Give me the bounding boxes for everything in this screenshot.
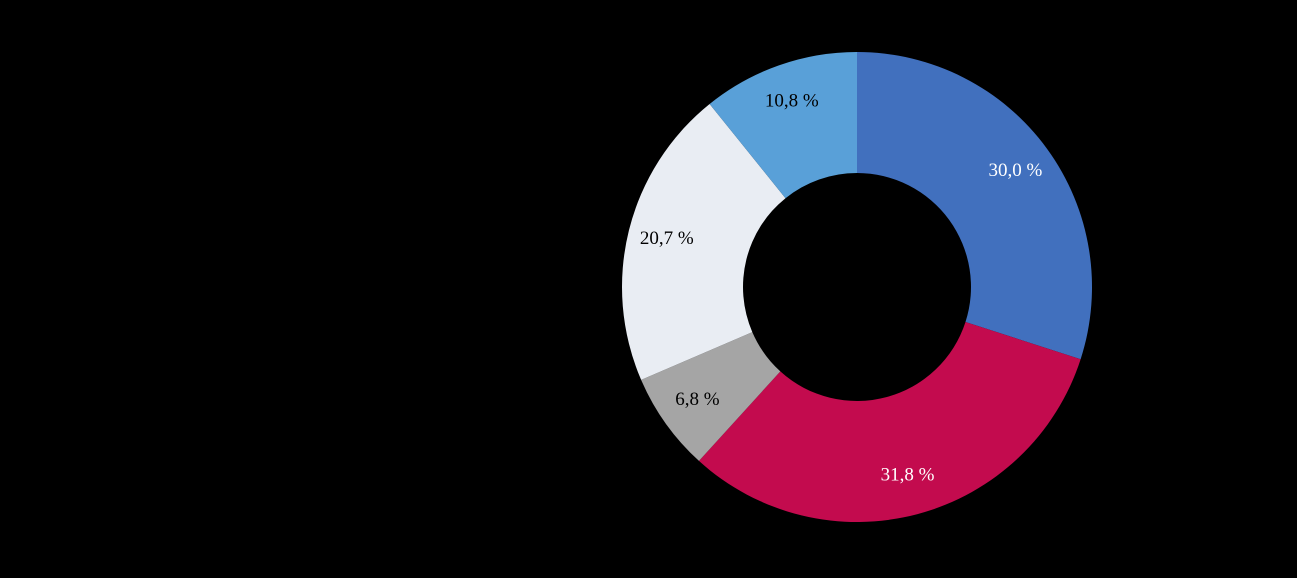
slice-label-2: 6,8 % [675, 389, 720, 410]
slice-label-0: 30,0 % [989, 160, 1043, 181]
donut-slice-3 [622, 103, 786, 380]
slice-label-1: 31,8 % [881, 465, 935, 486]
donut-slice-4 [709, 52, 857, 199]
donut-slice-2 [641, 332, 781, 461]
donut-slice-0 [857, 52, 1092, 360]
donut-slice-1 [698, 322, 1081, 522]
slice-label-4: 10,8 % [765, 91, 819, 112]
slice-label-3: 20,7 % [640, 228, 694, 249]
